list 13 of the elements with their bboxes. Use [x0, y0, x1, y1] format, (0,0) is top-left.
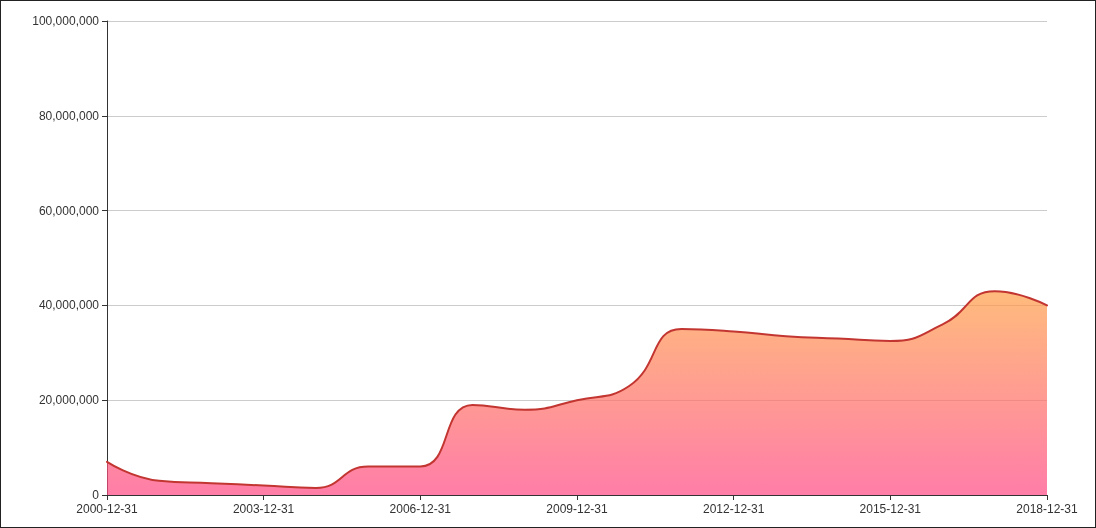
- x-tick-label: 2015-12-31: [859, 502, 922, 516]
- y-tick-label: 100,000,000: [32, 14, 100, 28]
- y-tick-label: 80,000,000: [38, 108, 100, 123]
- y-tick-label: 0: [92, 488, 100, 502]
- x-tick-label: 2012-12-31: [703, 502, 765, 516]
- y-tick-label: 60,000,000: [38, 203, 100, 218]
- x-tick-label: 2006-12-31: [389, 502, 452, 516]
- x-tick-label: 2018-12-31: [1016, 502, 1079, 516]
- y-tick-label: 40,000,000: [38, 298, 100, 313]
- x-tick-label: 2000-12-31: [76, 502, 139, 516]
- x-tick-label: 2009-12-31: [546, 502, 609, 516]
- y-tick-label: 20,000,000: [38, 393, 100, 408]
- x-tick-label: 2003-12-31: [232, 502, 295, 516]
